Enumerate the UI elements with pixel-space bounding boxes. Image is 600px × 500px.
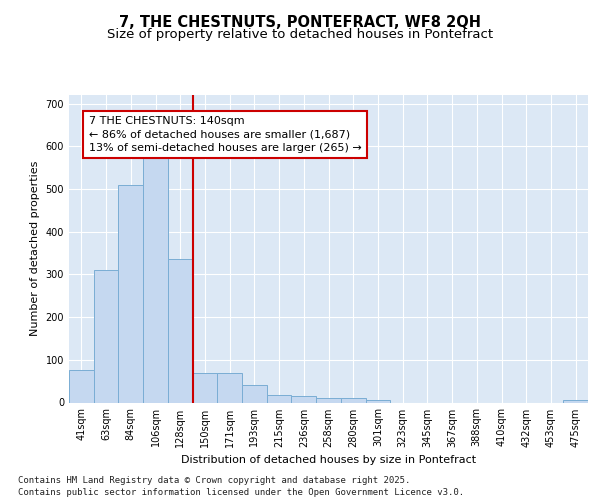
Bar [217, 374, 242, 402]
Bar [143, 154, 168, 402]
X-axis label: Distribution of detached houses by size in Pontefract: Distribution of detached houses by size … [181, 455, 476, 465]
Y-axis label: Number of detached properties: Number of detached properties [30, 161, 40, 336]
Text: Contains public sector information licensed under the Open Government Licence v3: Contains public sector information licen… [18, 488, 464, 497]
Bar [365, 400, 390, 402]
Bar [563, 400, 588, 402]
Bar [341, 398, 365, 402]
Bar [94, 270, 118, 402]
Bar [316, 398, 341, 402]
Text: 7, THE CHESTNUTS, PONTEFRACT, WF8 2QH: 7, THE CHESTNUTS, PONTEFRACT, WF8 2QH [119, 15, 481, 30]
Bar [292, 396, 316, 402]
Bar [69, 370, 94, 402]
Bar [118, 184, 143, 402]
Bar [242, 386, 267, 402]
Text: 7 THE CHESTNUTS: 140sqm
← 86% of detached houses are smaller (1,687)
13% of semi: 7 THE CHESTNUTS: 140sqm ← 86% of detache… [89, 116, 362, 153]
Text: Size of property relative to detached houses in Pontefract: Size of property relative to detached ho… [107, 28, 493, 41]
Bar [168, 260, 193, 402]
Bar [267, 395, 292, 402]
Text: Contains HM Land Registry data © Crown copyright and database right 2025.: Contains HM Land Registry data © Crown c… [18, 476, 410, 485]
Bar [193, 374, 217, 402]
